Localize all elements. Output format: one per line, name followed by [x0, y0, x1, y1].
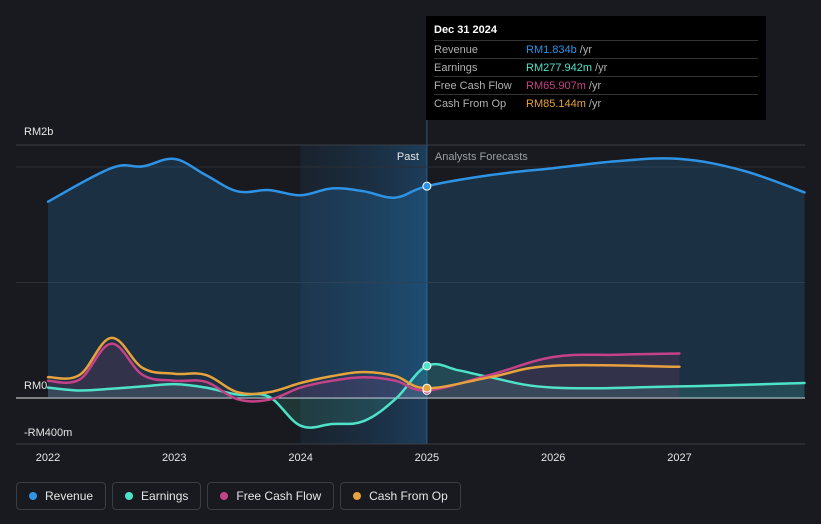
- x-axis-tick-label: 2024: [288, 452, 312, 464]
- x-axis-tick-label: 2026: [541, 452, 565, 464]
- legend-label: Revenue: [45, 489, 94, 503]
- legend-dot-icon: [29, 492, 37, 500]
- tooltip-label: Cash From Op: [434, 97, 507, 110]
- tooltip-unit: /yr: [588, 79, 602, 92]
- series-marker-revenue: [422, 181, 432, 191]
- series-line-cash-from-op: [46, 336, 681, 396]
- tooltip-row-earnings: Earnings RM277.942m /yr: [434, 58, 758, 76]
- tooltip-row-free-cash-flow: Free Cash Flow RM65.907m /yr: [434, 76, 758, 94]
- tooltip-value: RM277.942m: [526, 61, 593, 74]
- series-marker-earnings: [422, 361, 432, 371]
- tooltip-unit: /yr: [588, 97, 602, 110]
- series-line-earnings: [46, 362, 806, 429]
- tooltip: Dec 31 2024 Revenue RM1.834b /yr Earning…: [426, 16, 766, 120]
- forecast-label: Analysts Forecasts: [435, 151, 528, 163]
- legend-item-earnings[interactable]: Earnings: [112, 482, 202, 510]
- tooltip-unit: /yr: [595, 61, 608, 74]
- y-axis-label: -RM400m: [24, 427, 72, 439]
- tooltip-label: Earnings: [434, 61, 478, 74]
- tooltip-unit: /yr: [579, 43, 592, 56]
- series-area-earnings: [48, 364, 805, 428]
- x-axis-tick-label: 2022: [36, 452, 60, 464]
- tooltip-value: RM1.834b: [526, 43, 577, 56]
- legend-item-cash-from-op[interactable]: Cash From Op: [340, 482, 461, 510]
- legend-item-free-cash-flow[interactable]: Free Cash Flow: [207, 482, 335, 510]
- series-line-free-cash-flow: [46, 342, 681, 403]
- legend-label: Free Cash Flow: [236, 489, 322, 503]
- y-axis-label: RM0: [24, 380, 47, 392]
- tooltip-label: Revenue: [434, 43, 479, 56]
- x-axis-tick-label: 2023: [162, 452, 186, 464]
- tooltip-row-cash-from-op: Cash From Op RM85.144m /yr: [434, 94, 758, 112]
- x-axis-tick-label: 2025: [415, 452, 439, 464]
- legend: Revenue Earnings Free Cash Flow Cash Fro…: [16, 482, 461, 510]
- tooltip-value: RM65.907m: [526, 79, 586, 92]
- x-axis-tick-label: 2027: [667, 452, 691, 464]
- legend-dot-icon: [353, 492, 362, 500]
- series-line-revenue: [46, 157, 806, 203]
- series-marker-cash-from-op: [422, 383, 432, 393]
- y-axis-label: RM2b: [24, 126, 53, 138]
- legend-dot-icon: [220, 492, 229, 500]
- legend-label: Cash From Op: [369, 489, 448, 503]
- legend-dot-icon: [125, 492, 134, 500]
- tooltip-row-revenue: Revenue RM1.834b /yr: [434, 40, 758, 58]
- tooltip-date: Dec 31 2024: [434, 24, 497, 36]
- past-label: Past: [397, 151, 419, 163]
- tooltip-label: Free Cash Flow: [434, 79, 512, 92]
- tooltip-value: RM85.144m: [526, 97, 586, 110]
- legend-label: Earnings: [141, 489, 189, 503]
- series-area-revenue: [48, 158, 805, 398]
- legend-item-revenue[interactable]: Revenue: [16, 482, 107, 510]
